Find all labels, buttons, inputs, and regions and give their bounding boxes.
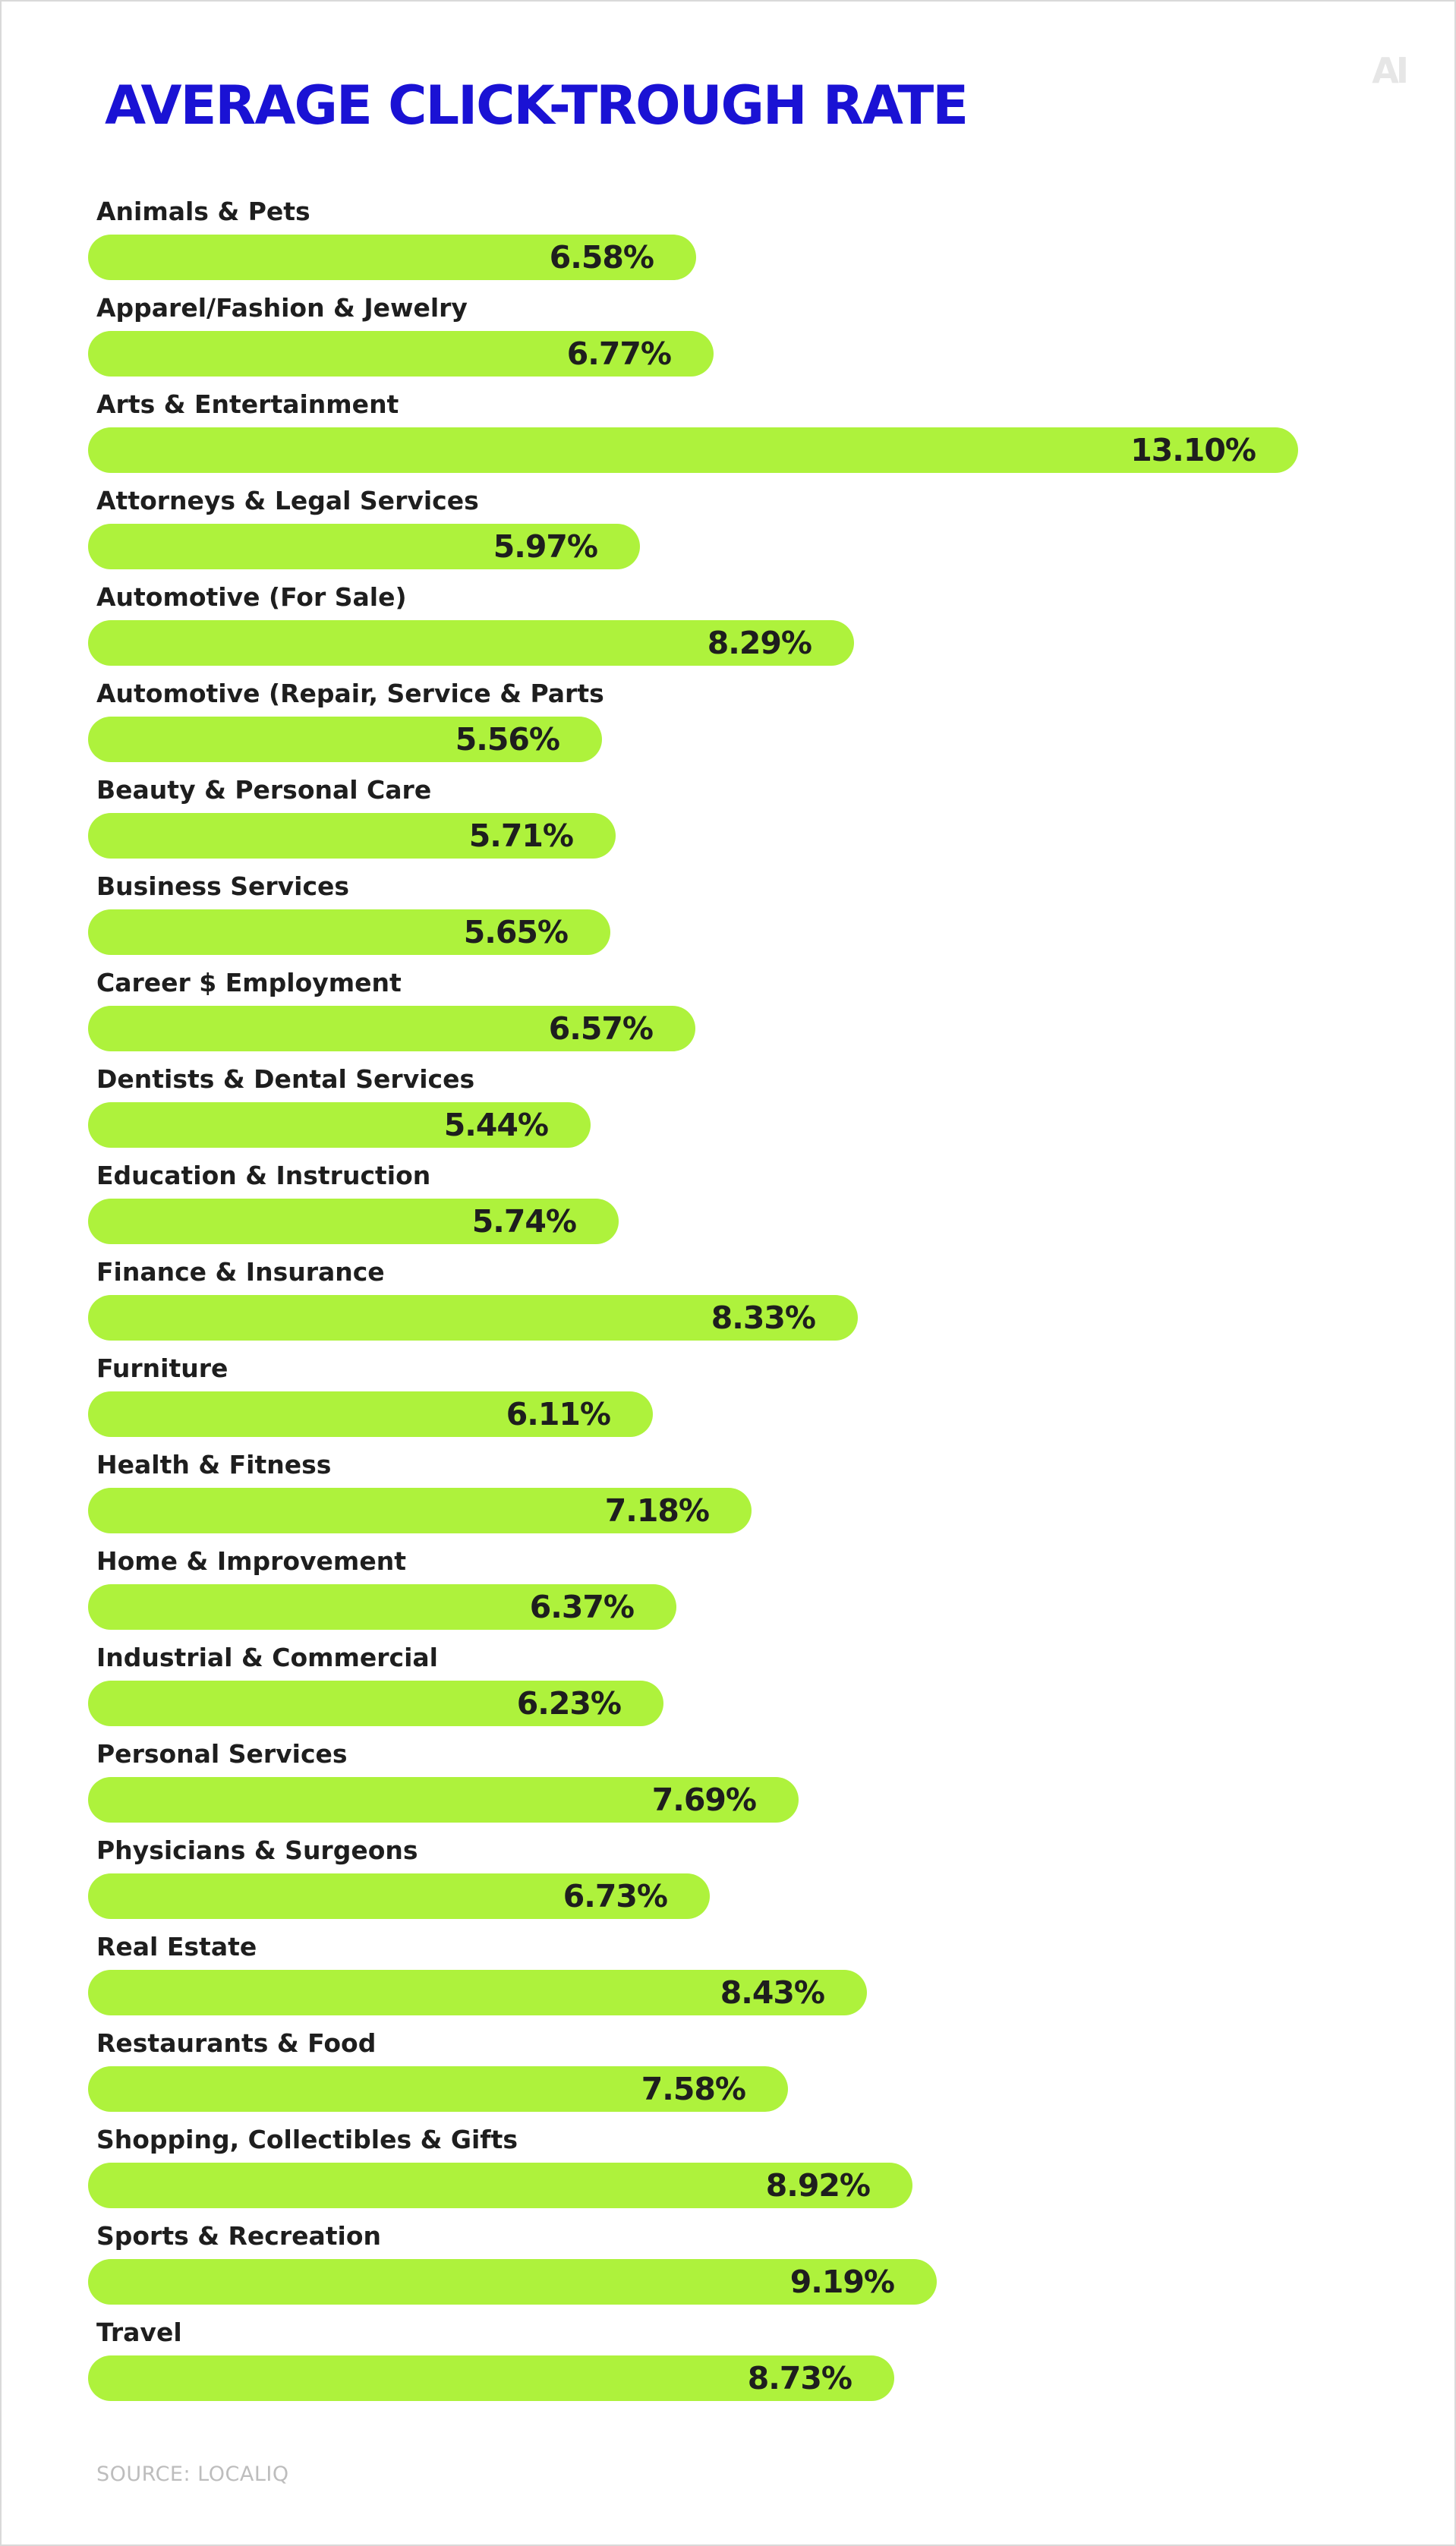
bar: [88, 2259, 937, 2305]
bar-value-label: 6.37%: [529, 1589, 635, 1625]
bar: [88, 235, 696, 280]
category-label: Apparel/Fashion & Jewelry: [96, 293, 468, 323]
bar: [88, 1488, 752, 1533]
category-label: Arts & Entertainment: [96, 389, 399, 419]
bar-value-label: 6.58%: [549, 239, 654, 276]
bar: [88, 1584, 676, 1630]
bar-value-label: 7.58%: [641, 2071, 746, 2107]
bar-value-label: 6.11%: [506, 1396, 611, 1432]
bar: [88, 427, 1298, 473]
category-label: Attorneys & Legal Services: [96, 486, 479, 515]
bar: [88, 2066, 788, 2112]
bar: [88, 1777, 799, 1823]
bar: [88, 813, 616, 859]
category-label: Beauty & Personal Care: [96, 775, 432, 805]
bar: [88, 1295, 858, 1341]
bar: [88, 1199, 619, 1244]
bar-value-label: 5.97%: [493, 528, 598, 565]
bar-value-label: 8.73%: [747, 2360, 852, 2396]
bar-value-label: 5.74%: [471, 1203, 577, 1240]
category-label: Shopping, Collectibles & Gifts: [96, 2125, 518, 2154]
category-label: Health & Fitness: [96, 1450, 332, 1479]
bar-value-label: 6.23%: [516, 1685, 622, 1722]
category-label: Automotive (Repair, Service & Parts: [96, 679, 604, 708]
bar: [88, 331, 714, 377]
category-label: Real Estate: [96, 1932, 257, 1961]
bar-value-label: 5.71%: [468, 818, 574, 854]
bar: [88, 909, 610, 955]
bar-value-label: 6.57%: [548, 1010, 654, 1047]
bar: [88, 1681, 663, 1726]
brand-logo: AI: [1372, 50, 1409, 91]
category-label: Finance & Insurance: [96, 1257, 385, 1287]
bar-value-label: 13.10%: [1130, 432, 1256, 468]
category-label: Career $ Employment: [96, 968, 402, 997]
category-label: Dentists & Dental Services: [96, 1064, 475, 1094]
bar: [88, 2355, 894, 2401]
bar-value-label: 7.18%: [604, 1492, 710, 1529]
bar-value-label: 6.73%: [563, 1878, 668, 1914]
bar: [88, 1006, 695, 1051]
category-label: Industrial & Commercial: [96, 1643, 438, 1672]
source-note: SOURCE: LOCALIQ: [96, 2462, 289, 2486]
bar-value-label: 9.19%: [789, 2264, 895, 2300]
category-label: Physicians & Surgeons: [96, 1835, 418, 1865]
category-label: Business Services: [96, 871, 350, 901]
bar-value-label: 5.56%: [455, 721, 560, 758]
category-label: Sports & Recreation: [96, 2221, 382, 2251]
bar-value-label: 8.33%: [711, 1300, 816, 1336]
bar: [88, 717, 602, 762]
category-label: Automotive (For Sale): [96, 582, 407, 612]
bar-value-label: 7.69%: [651, 1782, 757, 1818]
category-label: Restaurants & Food: [96, 2028, 377, 2058]
bar: [88, 1391, 653, 1437]
bar: [88, 1102, 591, 1148]
bar-value-label: 8.29%: [707, 625, 812, 661]
bar: [88, 524, 640, 569]
bar-value-label: 5.65%: [463, 914, 569, 950]
category-label: Personal Services: [96, 1739, 348, 1769]
bar-value-label: 6.77%: [566, 336, 672, 372]
bar: [88, 1873, 710, 1919]
bar: [88, 2163, 912, 2208]
category-label: Animals & Pets: [96, 197, 310, 226]
bar-value-label: 5.44%: [443, 1107, 549, 1143]
category-label: Home & Improvement: [96, 1546, 406, 1576]
category-label: Education & Instruction: [96, 1161, 431, 1190]
bar-value-label: 8.92%: [765, 2167, 871, 2204]
bar: [88, 1970, 867, 2015]
category-label: Furniture: [96, 1353, 228, 1383]
category-label: Travel: [96, 2318, 182, 2347]
chart-title: AVERAGE CLICK-TROUGH RATE: [105, 74, 969, 137]
bar: [88, 620, 854, 666]
bar-value-label: 8.43%: [720, 1974, 825, 2011]
